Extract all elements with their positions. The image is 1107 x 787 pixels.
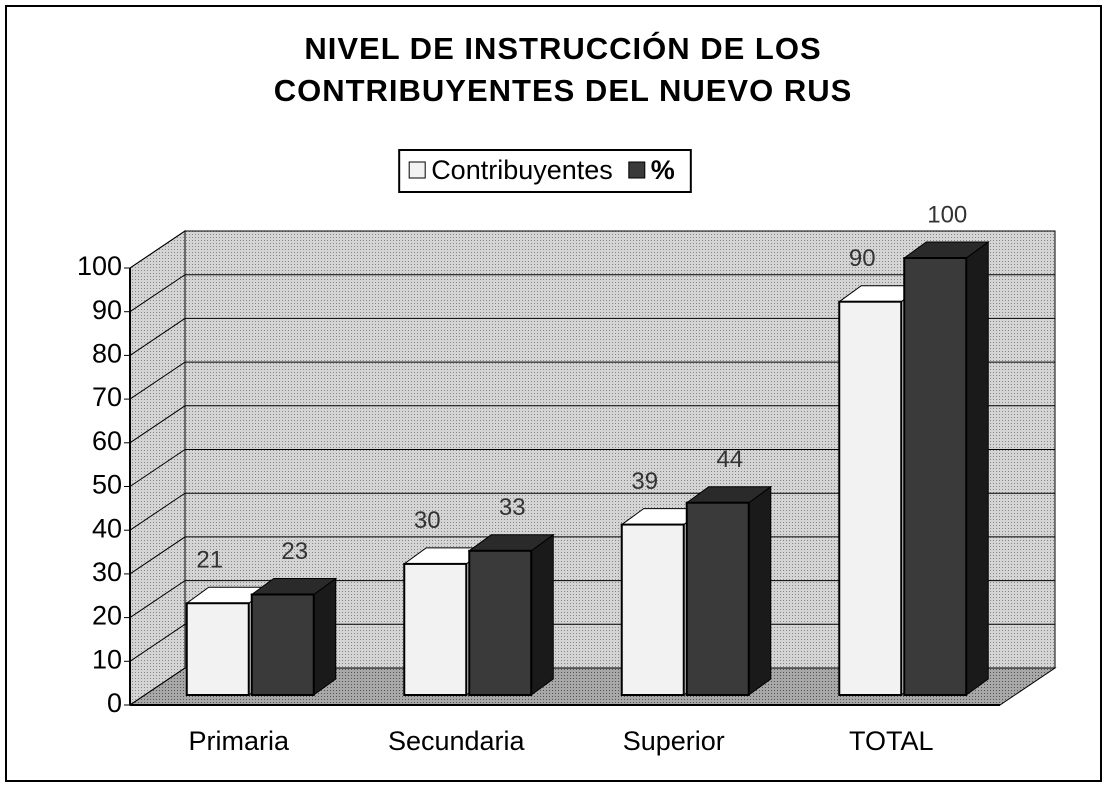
- grid-line: [129, 405, 1055, 444]
- y-tick-label: 40: [92, 513, 122, 543]
- value-label: 44: [716, 446, 743, 473]
- value-label: 33: [499, 494, 526, 521]
- legend-swatch: [408, 161, 426, 179]
- x-tick-label: Primaria: [188, 726, 289, 756]
- bar: [468, 549, 533, 696]
- chart-title: NIVEL DE INSTRUCCIÓN DE LOS CONTRIBUYENT…: [273, 31, 853, 108]
- value-label: 21: [196, 547, 223, 574]
- y-tick-label: 30: [92, 557, 122, 587]
- grid-line: [129, 230, 1055, 269]
- bar: [903, 257, 968, 696]
- bar-side: [748, 485, 772, 696]
- x-tick-label: TOTAL: [849, 726, 934, 756]
- x-tick-label: Superior: [623, 726, 725, 756]
- frame: [5, 5, 1102, 782]
- y-tick-label: 10: [92, 644, 122, 674]
- bar: [838, 300, 903, 696]
- legend-label: %: [651, 155, 675, 185]
- bar: [620, 523, 685, 696]
- bar-side: [530, 533, 554, 696]
- legend-swatch: [628, 161, 646, 179]
- value-label: 23: [281, 538, 308, 565]
- x-tick-label: Secundaria: [388, 726, 526, 756]
- bar-side: [965, 241, 989, 696]
- grid-line: [129, 317, 1055, 356]
- y-tick-label: 70: [92, 382, 122, 412]
- legend-label: Contribuyentes: [431, 155, 613, 185]
- y-tick-label: 20: [92, 601, 122, 631]
- bar: [250, 593, 315, 696]
- y-tick-label: 100: [77, 251, 122, 281]
- bar: [685, 501, 750, 696]
- value-label: 100: [927, 201, 967, 228]
- y-tick-label: 80: [92, 339, 122, 369]
- y-tick-label: 90: [92, 295, 122, 325]
- grid-line: [129, 274, 1055, 313]
- grid-line: [129, 361, 1055, 400]
- y-tick-label: 0: [107, 688, 122, 718]
- bar: [185, 602, 250, 696]
- value-label: 90: [849, 245, 876, 272]
- value-label: 39: [631, 468, 658, 495]
- y-tick-label: 50: [92, 470, 122, 500]
- value-label: 30: [414, 507, 441, 534]
- bar: [403, 562, 468, 697]
- y-tick-label: 60: [92, 426, 122, 456]
- grid-line: [129, 449, 1055, 487]
- bar-side: [313, 577, 337, 696]
